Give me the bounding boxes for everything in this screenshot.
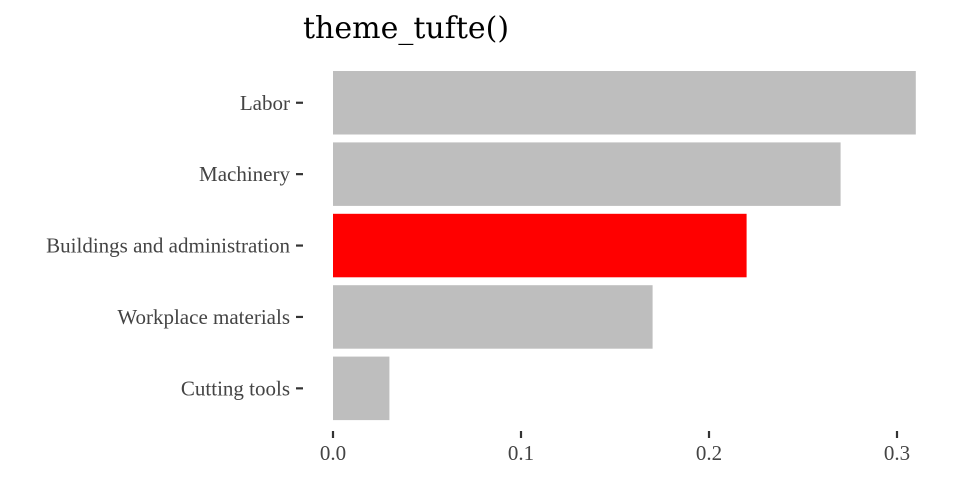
x-axis: 0.0 0.1 0.2 0.3 xyxy=(320,431,910,465)
category-label-cutting-tools: Cutting tools xyxy=(181,376,290,400)
chart-title: theme_tufte() xyxy=(303,11,509,46)
x-tick-label-0: 0.0 xyxy=(320,441,346,465)
category-label-workplace-materials: Workplace materials xyxy=(117,305,290,329)
bars-group xyxy=(333,71,916,421)
bar-labor xyxy=(333,71,916,135)
bar-machinery xyxy=(333,142,841,206)
x-tick-label-3: 0.3 xyxy=(884,441,910,465)
category-labels-group: Labor Machinery Buildings and administrati… xyxy=(46,91,303,400)
x-tick-label-1: 0.1 xyxy=(508,441,534,465)
category-label-machinery: Machinery xyxy=(199,162,290,186)
x-tick-label-2: 0.2 xyxy=(696,441,722,465)
bar-cutting-tools xyxy=(333,356,390,421)
category-label-labor: Labor xyxy=(240,91,290,115)
bar-workplace-materials xyxy=(333,285,653,349)
bar-buildings-and-administration xyxy=(333,213,747,278)
category-label-buildings-and-administration: Buildings and administration xyxy=(46,234,290,258)
